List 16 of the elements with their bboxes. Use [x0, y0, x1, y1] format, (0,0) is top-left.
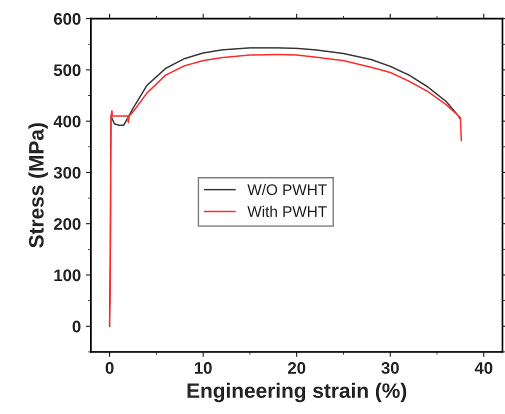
y-tick-label: 200: [54, 218, 80, 230]
y-tick-label: 0: [72, 320, 80, 332]
y-tick-label: 500: [54, 64, 80, 76]
y-tick-label: 600: [54, 13, 80, 25]
legend-label: W/O PWHT: [247, 184, 327, 196]
legend-label: With PWHT: [247, 206, 327, 217]
x-tick-label: 0: [106, 362, 114, 374]
x-tick-label: 40: [474, 362, 492, 374]
y-tick-label: 300: [54, 166, 80, 179]
x-tick-label: 10: [194, 362, 212, 374]
x-tick-label: 20: [288, 362, 306, 374]
y-tick-label: 400: [54, 116, 80, 128]
x-axis-title: Engineering strain (%): [188, 382, 406, 402]
y-tick-label: 100: [54, 269, 80, 282]
x-tick-label: 30: [381, 362, 399, 374]
y-axis-title: Stress (MPa): [28, 123, 48, 248]
